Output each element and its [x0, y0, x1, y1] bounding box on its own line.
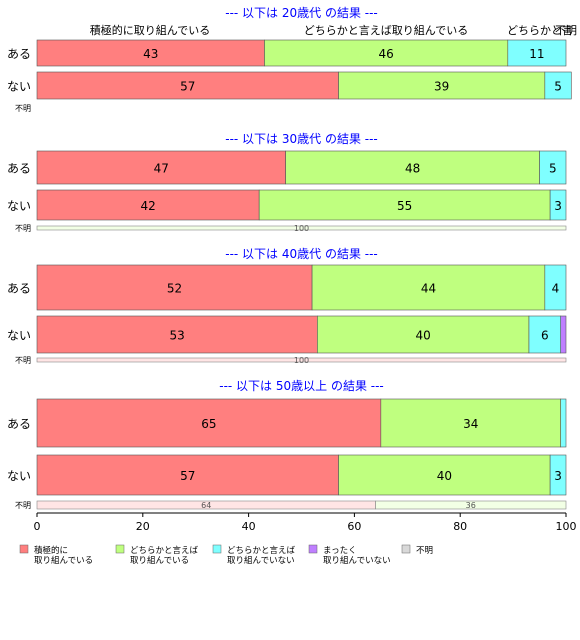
legend-swatch	[19, 544, 29, 554]
bar-segment	[544, 71, 572, 100]
bar-segment	[36, 454, 339, 496]
data-label: 44	[421, 282, 436, 296]
legend-swatch	[115, 544, 125, 554]
bar-segment	[36, 398, 382, 448]
legend-label: 不明	[416, 546, 433, 556]
data-label: 5	[549, 162, 557, 176]
legend-label: どちらかと言えば	[130, 545, 199, 556]
unknown-row-label: 不明	[15, 501, 31, 510]
row-label: ない	[7, 329, 31, 343]
data-label: 4	[552, 282, 560, 296]
bar-segment	[528, 315, 562, 354]
data-label: 11	[529, 47, 544, 61]
legend-label: まったく	[323, 546, 357, 556]
data-label: 47	[154, 162, 169, 176]
data-label: 3	[554, 469, 562, 483]
bar-segment	[258, 189, 551, 221]
data-label: 52	[167, 282, 182, 296]
x-tick-label: 20	[136, 520, 150, 533]
bar-segment	[36, 189, 260, 221]
top-category-label: どちらかと言えば取り組んでいる	[304, 24, 468, 37]
data-label: 3	[554, 199, 562, 213]
legend-swatch	[308, 544, 318, 554]
panel-title: --- 以下は 40歳代 の結果 ---	[225, 247, 378, 261]
top-category-label: 不明	[555, 24, 577, 37]
unknown-data-label: 36	[466, 501, 476, 510]
bar-segment	[338, 71, 546, 100]
panel-title: --- 以下は 30歳代 の結果 ---	[225, 132, 378, 146]
unknown-row-label: 不明	[15, 104, 31, 113]
bar-segment	[36, 150, 286, 185]
row-label: ある	[7, 417, 31, 431]
legend-label: 取り組んでいる	[130, 555, 189, 566]
unknown-data-label: 64	[201, 501, 211, 510]
bar-segment	[560, 315, 567, 354]
legend-swatch	[212, 544, 222, 554]
x-tick-label: 80	[453, 520, 467, 533]
row-label: ない	[7, 80, 31, 94]
unknown-bar-segment	[36, 225, 567, 231]
x-tick-label: 0	[34, 520, 41, 533]
bar-segment	[549, 189, 567, 221]
x-tick-label: 60	[347, 520, 361, 533]
data-label: 40	[437, 469, 452, 483]
legend-label: どちらかと言えば	[227, 545, 296, 556]
bar-segment	[285, 150, 540, 185]
data-label: 55	[397, 199, 412, 213]
data-label: 48	[405, 162, 420, 176]
unknown-row-label: 不明	[15, 356, 31, 365]
bar-segment	[507, 39, 567, 67]
legend-label: 取り組んでいる	[34, 555, 93, 566]
bar-segment	[544, 264, 567, 311]
panel-title: --- 以下は 20歳代 の結果 ---	[225, 6, 378, 20]
data-label: 5	[554, 80, 562, 94]
legend-swatch	[401, 544, 411, 554]
legend-label: 積極的に	[34, 545, 68, 556]
data-label: 53	[170, 329, 185, 343]
data-label: 46	[378, 47, 393, 61]
data-label: 57	[180, 469, 195, 483]
legend-label: 取り組んでいない	[227, 555, 295, 566]
legend-label: 取り組んでいない	[323, 555, 391, 566]
bar-segment	[338, 454, 551, 496]
data-label: 57	[180, 80, 195, 94]
panel-title: --- 以下は 50歳以上 の結果 ---	[219, 379, 384, 393]
unknown-row-label: 不明	[15, 224, 31, 233]
unknown-bar-segment	[36, 357, 567, 363]
bar-segment	[36, 315, 318, 354]
bar-segment	[539, 150, 567, 185]
top-category-label: どちらかと言	[507, 24, 573, 37]
row-label: ある	[7, 162, 31, 176]
row-label: ある	[7, 282, 31, 296]
bar-segment	[36, 264, 313, 311]
unknown-data-label: 100	[294, 224, 309, 233]
x-tick-label: 40	[242, 520, 256, 533]
unknown-data-label: 100	[294, 356, 309, 365]
data-label: 42	[140, 199, 155, 213]
bar-segment	[264, 39, 509, 67]
top-category-label: 積極的に取り組んでいる	[90, 23, 210, 37]
bar-segment	[560, 398, 567, 448]
data-label: 6	[541, 329, 549, 343]
bar-segment	[311, 264, 546, 311]
data-label: 34	[463, 417, 478, 431]
data-label: 40	[416, 329, 431, 343]
data-label: 65	[201, 417, 216, 431]
data-label: 39	[434, 80, 449, 94]
bar-segment	[380, 398, 562, 448]
row-label: ない	[7, 199, 31, 213]
data-label: 43	[143, 47, 158, 61]
bar-segment	[549, 454, 567, 496]
x-tick-label: 100	[556, 520, 577, 533]
row-label: ある	[7, 47, 31, 61]
bar-segment	[317, 315, 530, 354]
unknown-bar-segment	[375, 500, 567, 510]
row-label: ない	[7, 469, 31, 483]
